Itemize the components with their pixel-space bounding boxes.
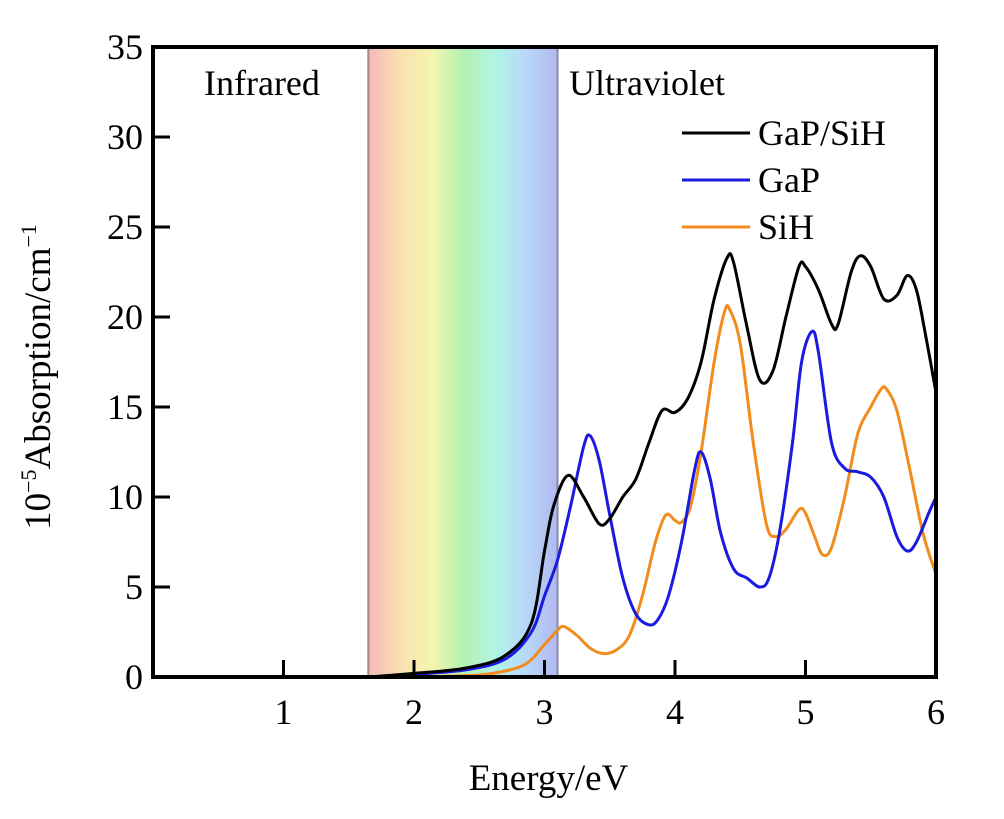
series-line-gap-sih bbox=[366, 252, 936, 677]
series-line-sih bbox=[366, 303, 936, 677]
x-tick-label: 1 bbox=[275, 692, 293, 732]
y-axis-title: 10−5Absorption/cm−1 bbox=[16, 224, 59, 530]
legend-label: GaP/SiH bbox=[758, 113, 886, 153]
y-tick-label: 10 bbox=[107, 477, 143, 517]
y-axis-title-unit-exponent: −1 bbox=[16, 224, 41, 247]
legend-label: SiH bbox=[758, 207, 814, 247]
y-axis-title-main: Absorption/cm bbox=[18, 247, 59, 469]
series-line-gap bbox=[366, 329, 936, 677]
x-tick-label: 4 bbox=[666, 692, 684, 732]
y-axis-title-exponent: −5 bbox=[16, 469, 41, 492]
y-tick-label: 20 bbox=[107, 297, 143, 337]
x-tick-label: 5 bbox=[797, 692, 815, 732]
y-tick-label: 5 bbox=[125, 567, 143, 607]
x-axis-title: Energy/eV bbox=[469, 758, 629, 799]
annotation-ultraviolet: Ultraviolet bbox=[569, 63, 725, 103]
y-tick-label: 25 bbox=[107, 207, 143, 247]
legend-item: GaP/SiH bbox=[682, 113, 886, 153]
legend-label: GaP bbox=[758, 160, 820, 200]
annotation-infrared: Infrared bbox=[204, 63, 320, 103]
legend-item: SiH bbox=[682, 207, 814, 247]
y-tick-label: 35 bbox=[107, 27, 143, 67]
x-tick-label: 6 bbox=[927, 692, 945, 732]
visible-spectrum-band bbox=[368, 47, 558, 677]
y-tick-label: 15 bbox=[107, 387, 143, 427]
y-axis-title-prefix: 10 bbox=[18, 493, 59, 530]
x-tick-label: 2 bbox=[405, 692, 423, 732]
x-tick-label: 3 bbox=[536, 692, 554, 732]
legend: GaP/SiH GaP SiH bbox=[682, 113, 886, 247]
y-tick-label: 0 bbox=[125, 657, 143, 697]
y-tick-label: 30 bbox=[107, 117, 143, 157]
legend-item: GaP bbox=[682, 160, 820, 200]
